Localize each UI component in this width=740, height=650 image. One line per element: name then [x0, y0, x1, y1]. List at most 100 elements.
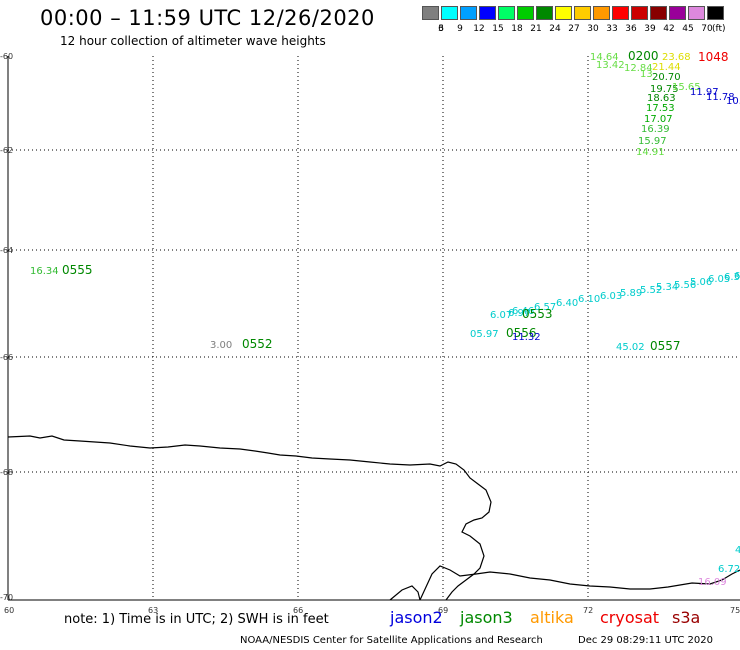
legend-swatch: [574, 6, 591, 20]
wave-height-reading: 6.10: [734, 271, 740, 282]
lon-label-75: 75: [730, 606, 740, 615]
legend-bin-label: 15: [492, 24, 504, 34]
legend-bin-label: 24: [549, 24, 561, 34]
satellite-name: cryosat: [600, 608, 660, 627]
wave-height-legend: 6 9 12 15 18 21 24 27 30 33 36 39 42 45 70 3 (ft): [422, 6, 740, 42]
wave-height-reading: 0552: [242, 337, 273, 351]
wave-height-reading: 6.36: [724, 272, 740, 283]
wave-height-reading: 3.00: [210, 340, 232, 351]
wave-height-reading: 14.64: [590, 52, 619, 63]
legend-bin-label: 3: [438, 24, 444, 34]
wave-height-reading: 16.34: [30, 266, 59, 277]
lat-label-64: -64: [0, 246, 13, 255]
legend-swatch: [612, 6, 629, 20]
coastline: [7, 435, 492, 601]
wave-height-reading: 5.34: [656, 282, 678, 293]
lat-label-68: -68: [0, 468, 13, 477]
wave-height-reading: 14.91: [636, 147, 665, 158]
legend-bin-label: 21: [530, 24, 542, 34]
wave-height-reading: 6.10: [578, 294, 600, 305]
wave-height-reading: 23.68: [662, 52, 691, 63]
map-subtitle: 12 hour collection of altimeter wave hei…: [60, 34, 326, 48]
legend-bin-label: 39: [644, 24, 656, 34]
satellite-name: altika: [530, 608, 574, 627]
wave-height-reading: 6.57: [534, 302, 556, 313]
wave-height-reading: 6.97: [508, 308, 530, 319]
wave-height-reading: 21.44: [652, 62, 681, 73]
legend-swatch: [536, 6, 553, 20]
wave-height-reading: 6.40: [556, 298, 578, 309]
lat-label-60: -60: [0, 52, 13, 61]
legend-swatch: [707, 6, 724, 20]
legend-swatch: [669, 6, 686, 20]
legend-swatch: [631, 6, 648, 20]
satellite-name: jason2: [390, 608, 443, 627]
legend-swatch: [650, 6, 667, 20]
wave-height-reading: 1048: [698, 50, 729, 64]
legend-unit: (ft): [712, 24, 726, 34]
lat-label-62: -62: [0, 146, 13, 155]
legend-swatch: [517, 6, 534, 20]
wave-height-reading: 13: [640, 69, 653, 80]
wave-height-reading: 6.72: [718, 564, 740, 575]
legend-bin-label: 45: [682, 24, 694, 34]
wave-height-reading: 05.97: [470, 329, 499, 340]
satellite-name: jason3: [460, 608, 513, 627]
wave-height-reading: 45.02: [616, 342, 645, 353]
lat-label-66: -66: [0, 353, 13, 362]
legend-swatch: [555, 6, 572, 20]
coastline-east: [389, 565, 740, 601]
wave-height-reading: 10.: [726, 96, 740, 107]
wave-height-reading: 17.07: [644, 114, 673, 125]
legend-bin-label: 6: [438, 24, 444, 34]
lat-label-70: -70: [0, 593, 13, 602]
wave-height-reading: 5.89: [620, 288, 642, 299]
wave-height-reading: 0555: [62, 263, 93, 277]
wave-height-reading: 11.97: [690, 87, 719, 98]
wave-height-reading: 16.39: [641, 124, 670, 135]
generation-timestamp: Dec 29 08:29:11 UTC 2020: [578, 635, 713, 646]
lon-label-66: 66: [293, 606, 303, 615]
wave-height-reading: 15.65: [672, 82, 701, 93]
wave-height-reading: 6.05: [708, 274, 730, 285]
legend-swatch: [479, 6, 496, 20]
wave-height-reading: 16.09: [698, 577, 727, 588]
legend-bin-label: 27: [568, 24, 580, 34]
wave-height-reading: 0556: [506, 326, 537, 340]
wave-height-reading: 13.42: [596, 60, 625, 71]
legend-bin-label: 36: [625, 24, 637, 34]
wave-height-reading: 0557: [650, 339, 681, 353]
wave-height-reading: 6.07: [490, 310, 512, 321]
legend-swatch: [441, 6, 458, 20]
wave-height-reading: 11.78: [706, 92, 735, 103]
legend-swatch: [498, 6, 515, 20]
graticule: [8, 56, 740, 600]
wave-height-reading: 17.53: [646, 103, 675, 114]
wave-height-reading: 5.56: [674, 280, 696, 291]
legend-swatch: [460, 6, 477, 20]
lon-label-63: 63: [148, 606, 158, 615]
wave-height-reading: 5.06: [690, 277, 712, 288]
legend-bin-label: 9: [457, 24, 463, 34]
wave-height-reading: 0200: [628, 49, 659, 63]
wave-height-reading: 4: [735, 545, 740, 556]
legend-bin-label: 33: [606, 24, 618, 34]
satellite-name: s3a: [672, 608, 701, 627]
lon-label-69: 69: [438, 606, 448, 615]
wave-height-reading: 0553: [522, 307, 553, 321]
wave-height-reading: 6.46: [512, 306, 534, 317]
legend-bin-label: 42: [663, 24, 675, 34]
legend-swatch: [593, 6, 610, 20]
legend-swatch: [688, 6, 705, 20]
footer-note: note: 1) Time is in UTC; 2) SWH is in fe…: [64, 612, 329, 627]
legend-bin-label: 18: [511, 24, 523, 34]
legend-bin-label: 30: [587, 24, 599, 34]
wave-height-reading: 12.84: [624, 63, 653, 74]
wave-height-reading: 18.63: [647, 93, 676, 104]
wave-height-reading: 6.03: [600, 291, 622, 302]
wave-height-reading: 15.97: [638, 136, 667, 147]
lon-label-60: 60: [4, 606, 14, 615]
legend-swatch: [422, 6, 439, 20]
